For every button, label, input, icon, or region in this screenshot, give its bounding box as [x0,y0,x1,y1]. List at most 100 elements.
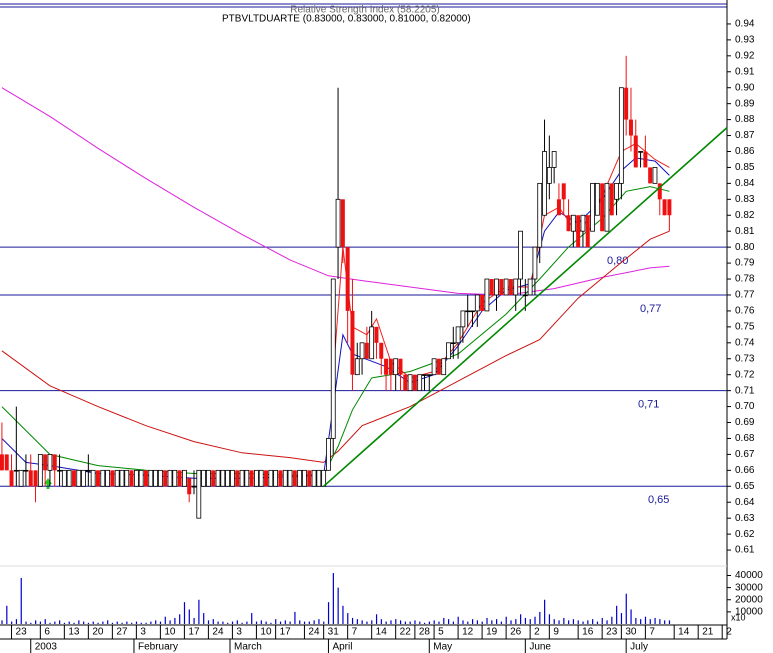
x-tick-label: 31 [328,627,340,638]
volume-bar [327,602,330,624]
volume-bar [419,621,421,624]
month-label: July [630,642,648,653]
candle-body [624,87,629,120]
candle-body [426,374,432,376]
candle-body [465,310,471,313]
candle-body [181,469,187,487]
candle-body [489,279,494,295]
x-tick-label: 7 [649,627,655,638]
candle-body [590,182,595,232]
month-label: June [529,642,551,653]
volume-bar [183,602,186,624]
y-tick-label: 0.82 [735,210,755,221]
x-tick-label: 16 [582,627,594,638]
candle-body [417,374,423,392]
volume-bar [179,614,181,624]
candle-body [474,294,480,312]
candle-body [244,469,250,487]
volume-bar [265,621,267,624]
y-tick-label: 0.70 [735,401,755,412]
volume-bar [452,621,454,624]
volume-bar [270,622,272,624]
candle-body [85,469,91,472]
candle-body [76,469,82,487]
y-tick-label: 0.94 [735,19,755,30]
volume-bar [534,616,536,624]
month-label: April [332,642,352,653]
volume-bar [371,620,373,624]
candle-body [643,151,648,168]
volume-tick-label: 20000 [735,594,763,605]
candle-body [354,358,360,376]
volume-bar [150,621,152,624]
candle-body [81,469,86,487]
volume-bar [548,614,551,624]
candle-body [215,469,221,487]
x-tick-label: 23 [606,627,618,638]
candle-body [662,199,667,216]
volume-bar [616,605,618,624]
volume-bar [145,622,147,624]
candle-body [546,167,552,184]
volume-bar [246,621,248,624]
volume-bar [500,621,503,624]
candle-body [177,470,182,487]
candle-body [369,326,375,360]
candle-body [600,183,605,232]
x-tick-label: 17 [188,627,200,638]
candle-body [0,454,4,471]
volume-bar [227,622,229,624]
candle-body [90,469,96,487]
candle-body [450,342,456,344]
candle-body [326,438,331,471]
y-tick-label: 0.61 [735,545,755,556]
volume-bar [510,620,512,624]
volume-bar [515,619,517,624]
volume-bar [587,620,589,624]
volume-bar [44,619,46,624]
candle-body [37,453,43,487]
candle-body [508,279,513,295]
volume-bar [222,621,224,624]
candle-body [422,374,427,376]
volume-bar [476,620,479,624]
volume-bar [207,620,210,624]
y-tick-label: 0.74 [735,337,755,348]
volume-bar [251,613,253,624]
moving-average [1,230,670,463]
volume-bar [313,620,315,624]
volume-bar [520,614,522,624]
x-tick-label: 10 [164,627,176,638]
volume-bar [568,620,570,624]
volume-bar [126,621,128,624]
x-tick-label: 10 [260,627,272,638]
x-tick-label: 19 [486,627,498,638]
candle-body [172,469,178,487]
volume-bar [332,573,334,624]
candle-body [359,342,365,360]
volume-bar [640,619,642,624]
candle-body [441,358,447,376]
candle-body [239,469,245,487]
volume-bar [601,617,603,624]
volume-bar [505,616,507,624]
volume-bar [553,619,555,624]
moving-average [1,87,670,296]
candle-body [225,469,231,487]
volume-bar [414,620,416,624]
volume-bar [121,622,123,624]
y-tick-label: 0.78 [735,274,755,285]
volume-bar [193,617,195,624]
volume-bar [97,622,99,624]
volume-bar [356,619,358,624]
volume-bar [73,622,75,624]
volume-bar [294,611,296,624]
candle-body [9,470,14,487]
volume-bar [203,613,205,624]
candle-body [609,183,614,216]
volume-bar [399,620,402,624]
volume-bar [20,577,22,624]
volume-bar [577,620,579,624]
candle-body [393,358,399,376]
candle-body [23,469,29,472]
